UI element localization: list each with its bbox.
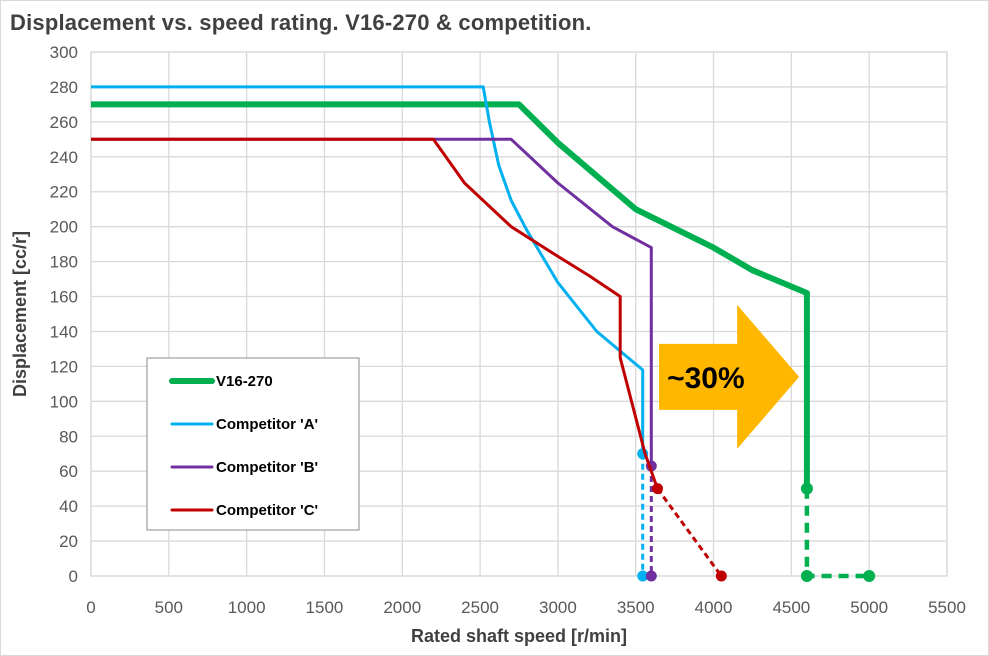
- legend-label: V16-270: [216, 373, 273, 390]
- y-tick-label: 280: [50, 78, 78, 97]
- y-tick-label: 120: [50, 357, 78, 376]
- y-tick-label: 140: [50, 322, 78, 341]
- y-tick-label: 40: [59, 497, 78, 516]
- x-tick-label: 5500: [928, 598, 966, 617]
- x-tick-label: 2500: [461, 598, 499, 617]
- series-0: [91, 101, 876, 582]
- x-tick-label: 3500: [617, 598, 655, 617]
- x-tick-label: 3000: [539, 598, 577, 617]
- y-tick-label: 60: [59, 462, 78, 481]
- x-tick-label: 5000: [850, 598, 888, 617]
- annotation-label: ~30%: [667, 362, 745, 395]
- y-tick-label: 220: [50, 183, 78, 202]
- x-tick-label: 4000: [695, 598, 733, 617]
- y-tick-label: 160: [50, 288, 78, 307]
- series-line: [91, 137, 653, 466]
- y-tick-label: 200: [50, 218, 78, 237]
- y-axis-ticks: 0 20 40 60 80 100 120 140 160 180 200 220 240 260 280 3…: [50, 43, 78, 586]
- y-axis-title: Displacement [cc/r]: [10, 231, 30, 397]
- x-tick-label: 4500: [772, 598, 810, 617]
- data-point: [645, 570, 657, 582]
- x-tick-label: 1500: [306, 598, 344, 617]
- series-line: [91, 101, 810, 489]
- y-tick-label: 20: [59, 532, 78, 551]
- x-axis-title: Rated shaft speed [r/min]: [411, 626, 627, 646]
- x-tick-label: 0: [86, 598, 95, 617]
- x-axis-ticks: 0 500 1000 1500 2000 2500 3000 3500 4000 4500 5000…: [86, 598, 966, 617]
- series-group: [91, 85, 876, 582]
- x-tick-label: 500: [155, 598, 183, 617]
- y-tick-label: 180: [50, 253, 78, 272]
- data-point: [637, 570, 649, 582]
- legend-label: Competitor 'A': [216, 416, 318, 433]
- chart-title: Displacement vs. speed rating. V16-270 &…: [10, 10, 592, 35]
- data-point: [800, 570, 813, 582]
- x-tick-label: 1000: [228, 598, 266, 617]
- y-tick-label: 80: [59, 427, 78, 446]
- series-3: [91, 137, 727, 582]
- data-point: [652, 483, 664, 495]
- legend-box: [146, 357, 360, 531]
- y-tick-label: 0: [69, 567, 78, 586]
- series-dashed-line: [804, 488, 870, 579]
- x-tick-label: 2000: [383, 598, 421, 617]
- legend-label: Competitor 'B': [216, 459, 318, 476]
- data-point: [800, 482, 813, 495]
- y-tick-label: 100: [50, 392, 78, 411]
- arrow-shape: [659, 304, 800, 449]
- series-dashed-line: [656, 487, 723, 577]
- legend: V16-270 Competitor 'A' Competitor 'B' Compe…: [146, 357, 360, 531]
- series-line: [91, 137, 659, 490]
- data-point: [715, 570, 727, 582]
- y-tick-label: 300: [50, 43, 78, 62]
- data-point: [863, 570, 876, 582]
- y-tick-label: 240: [50, 148, 78, 167]
- legend-label: Competitor 'C': [216, 502, 318, 519]
- plot-area-border: [90, 51, 948, 577]
- annotation-arrow: ~30%: [659, 304, 800, 449]
- y-tick-label: 260: [50, 113, 78, 132]
- series-2: [91, 137, 657, 582]
